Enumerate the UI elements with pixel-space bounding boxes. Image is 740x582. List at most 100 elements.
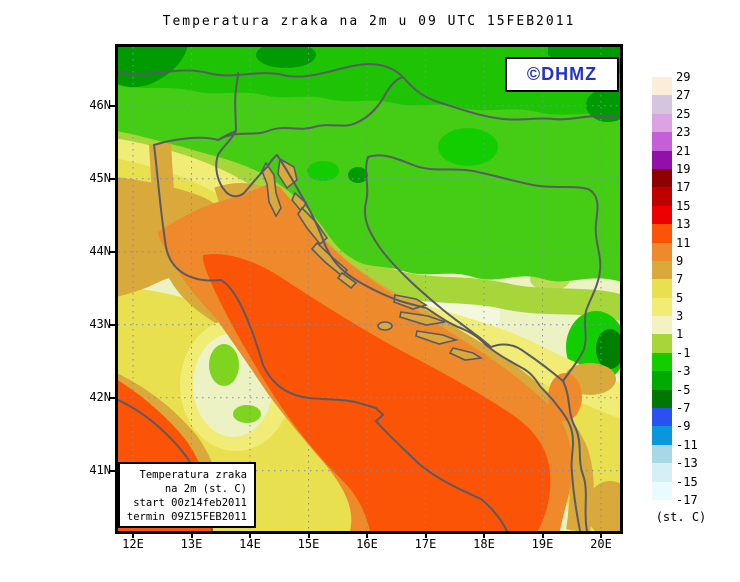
lon-label: 20E xyxy=(590,537,612,551)
colorbar-tick-label: 29 xyxy=(676,70,691,84)
run-info-line: Temperatura zraka xyxy=(139,469,247,481)
north-cold-strip xyxy=(118,47,620,117)
colorbar-swatch xyxy=(652,389,672,409)
lat-tick xyxy=(109,469,116,472)
colorbar-tick-label: 25 xyxy=(676,106,691,121)
run-info-box: Temperatura zraka na 2m (st. C) start 00z1… xyxy=(118,462,256,528)
lat-tick xyxy=(109,177,116,180)
colorbar-swatch xyxy=(652,481,672,500)
map-title: Temperatura zraka na 2m u 09 UTC 15FEB20… xyxy=(162,14,576,29)
lon-tick xyxy=(483,531,485,538)
colorbar-swatch xyxy=(652,260,672,280)
colorbar-tick-label: -17 xyxy=(676,492,698,507)
colorbar-swatch xyxy=(652,371,672,390)
colorbar-tick-label: 27 xyxy=(676,88,691,103)
colorbar-tick-label: 3 xyxy=(676,309,684,324)
colorbar-swatch xyxy=(652,279,672,298)
lon-tick xyxy=(132,531,134,538)
grid-lines xyxy=(118,47,620,531)
colorbar-tick-label: -5 xyxy=(676,382,691,397)
lon-label: 15E xyxy=(297,537,320,551)
colorbar-swatch xyxy=(652,242,672,261)
colorbar-tick-label: -11 xyxy=(676,437,698,452)
lat-label: 41N xyxy=(89,462,111,477)
lat-tick xyxy=(109,250,116,253)
slovenia-croatia-border xyxy=(217,76,404,141)
lat-tick xyxy=(109,396,116,399)
colorbar-tick-label: -13 xyxy=(676,456,698,471)
colorbar-unit-label: (st. C) xyxy=(655,510,707,524)
colorbar-swatch xyxy=(652,444,672,464)
colorbar-tick-label: 19 xyxy=(676,161,691,176)
adriatic-warm-core xyxy=(202,254,551,531)
colorbar-swatch xyxy=(652,150,672,169)
colorbar-tick-label: 5 xyxy=(676,290,684,305)
apennine-green-patch xyxy=(233,405,261,423)
montenegro-albania-border xyxy=(562,380,588,531)
lat-tick xyxy=(109,323,116,326)
lon-tick xyxy=(541,531,544,538)
lon-label: 13E xyxy=(180,537,203,551)
colorbar-swatch xyxy=(652,113,672,133)
colorbar-swatch xyxy=(652,132,672,151)
sava-drina-border xyxy=(367,154,602,382)
lat-label: 45N xyxy=(89,170,111,185)
colorbar-swatch xyxy=(652,205,672,225)
orange-patch xyxy=(548,373,582,421)
country-borders xyxy=(118,63,620,531)
colorbar-tick-label: -7 xyxy=(676,401,691,416)
italy-slovenia-border xyxy=(234,72,239,132)
dark-green-patch xyxy=(256,47,316,68)
colorbar-swatch xyxy=(652,187,672,206)
colorbar-tick-label: -3 xyxy=(676,364,691,379)
colorbar-tick-label: -15 xyxy=(676,474,698,489)
colorbar-swatch xyxy=(652,316,672,335)
colorbar-swatch xyxy=(652,224,672,243)
colorbar-swatch xyxy=(652,408,672,427)
run-info-line: termin 09Z15FEB2011 xyxy=(126,511,247,523)
dark-green-patch xyxy=(118,47,188,88)
lat-label: 44N xyxy=(89,243,111,258)
lon-label: 17E xyxy=(414,537,437,551)
lat-label: 42N xyxy=(89,389,111,404)
colorbar-swatch xyxy=(652,334,672,353)
apennine-green-patch xyxy=(209,344,239,386)
bosnia-montenegro-border xyxy=(490,343,564,382)
run-info-lines: Temperatura zraka na 2m (st. C) start 00z1… xyxy=(124,468,247,524)
lon-label: 19E xyxy=(531,537,554,551)
lon-label: 16E xyxy=(356,537,378,551)
colorbar-tick-label: 15 xyxy=(676,198,691,213)
colorbar-swatch xyxy=(652,352,672,372)
lon-tick xyxy=(249,531,251,538)
temperature-map xyxy=(118,47,620,531)
colorbar-tick-label: 13 xyxy=(676,217,691,232)
dark-green-patch xyxy=(596,329,620,369)
lon-label: 14E xyxy=(239,537,261,551)
lat-label: 43N xyxy=(89,316,111,331)
istria-coast xyxy=(215,130,278,198)
lon-tick xyxy=(600,531,602,538)
croatia-coast xyxy=(276,154,581,531)
adriatic-islands xyxy=(261,157,484,361)
colorbar-swatch xyxy=(652,77,672,96)
lon-tick xyxy=(307,531,310,538)
gold-patch xyxy=(586,481,620,531)
map-fill-layers xyxy=(118,47,620,531)
run-info-line: na 2m (st. C) xyxy=(164,483,247,495)
colorbar-swatch xyxy=(652,95,672,114)
dark-green-patch xyxy=(586,88,620,122)
colorbar-tick-label: 11 xyxy=(676,235,691,250)
croatia-bosnia-border xyxy=(364,156,492,348)
colorbar-tick-label: 7 xyxy=(676,272,684,287)
colorbar-tick-label: 23 xyxy=(676,125,691,140)
colorbar-tick-label: 21 xyxy=(676,143,691,158)
lon-tick xyxy=(424,531,427,538)
colorbar-tick-label: 9 xyxy=(676,253,684,268)
dark-green-patch xyxy=(348,167,368,183)
colorbar-swatch xyxy=(652,297,672,317)
green-patch xyxy=(438,128,498,166)
colorbar xyxy=(652,77,672,500)
colorbar-tick-label: -1 xyxy=(676,345,691,360)
italy-east-coast xyxy=(153,144,508,531)
